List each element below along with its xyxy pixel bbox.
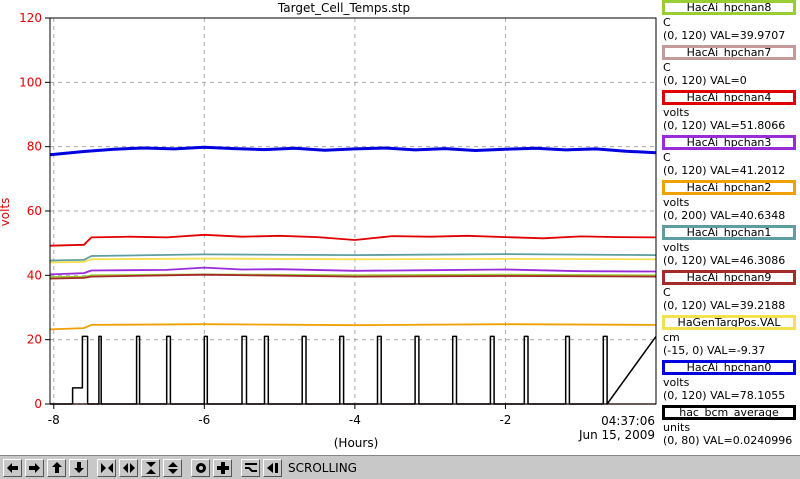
x-tick-label: -8 bbox=[48, 413, 60, 427]
y-tick-label: 100 bbox=[19, 75, 42, 89]
arrow-right-icon[interactable] bbox=[25, 458, 44, 477]
legend-unit: volts bbox=[663, 376, 690, 389]
legend-entry[interactable]: HacAi_hpchan7 C (0, 120) VAL=0 bbox=[660, 45, 800, 90]
legend-entry[interactable]: HacAi_hpchan0 volts (0, 120) VAL=78.1055 bbox=[660, 360, 800, 405]
legend-series-name[interactable]: HacAi_hpchan1 bbox=[662, 225, 796, 240]
zoom-out-x-icon[interactable] bbox=[119, 458, 138, 477]
legend-value: (0, 120) VAL=46.3086 bbox=[663, 254, 786, 267]
zoom-out-y-icon[interactable] bbox=[163, 458, 182, 477]
legend-series-name[interactable]: HacAi_hpchan4 bbox=[662, 90, 796, 105]
legend-unit: cm bbox=[663, 331, 680, 344]
series-line-hac-bcm-average bbox=[50, 335, 657, 405]
legend-value: (0, 80) VAL=0.0240996 bbox=[663, 434, 793, 447]
legend-series-name[interactable]: hac_bcm_average bbox=[662, 405, 796, 420]
legend-entry[interactable]: HacAi_hpchan4 volts (0, 120) VAL=51.8066 bbox=[660, 90, 800, 135]
y-tick-label: 60 bbox=[27, 204, 42, 218]
series-line-hacai-hpchan3 bbox=[49, 266, 657, 276]
y-tick-label: 120 bbox=[19, 11, 42, 25]
legend-entry[interactable]: HaGenTargPos.VAL cm (-15, 0) VAL=-9.37 bbox=[660, 315, 800, 360]
legend-value: (0, 120) VAL=39.9707 bbox=[663, 29, 786, 42]
scale-icon[interactable] bbox=[241, 458, 260, 477]
legend-unit: volts bbox=[663, 106, 690, 119]
toolbar: SCROLLING bbox=[0, 455, 800, 479]
legend-value: (0, 120) VAL=0 bbox=[663, 74, 747, 87]
series-layer bbox=[49, 145, 657, 405]
arrow-left-icon[interactable] bbox=[3, 458, 22, 477]
legend-entry[interactable]: HacAi_hpchan1 volts (0, 120) VAL=46.3086 bbox=[660, 225, 800, 270]
legend-series-name[interactable]: HacAi_hpchan7 bbox=[662, 45, 796, 60]
series-line-hacai-hpchan4 bbox=[49, 233, 657, 247]
legend-unit: C bbox=[663, 16, 671, 29]
chart-plot: Target_Cell_Temps.stp 0 20 40 60 80 100 120 -8 -… bbox=[0, 1, 657, 450]
legend-unit: volts bbox=[663, 196, 690, 209]
arrow-down-icon[interactable] bbox=[69, 458, 88, 477]
legend-series-name[interactable]: HaGenTargPos.VAL bbox=[662, 315, 796, 330]
legend: HacAi_hpchan8 C (0, 120) VAL=39.9707 HacAi_… bbox=[660, 0, 800, 455]
legend-unit: units bbox=[663, 421, 691, 434]
legend-value: (0, 120) VAL=51.8066 bbox=[663, 119, 786, 132]
axis-layer: 0 20 40 60 80 100 120 -8 -6 -4 -2 bbox=[19, 11, 657, 427]
series-line-hacai-hpchan1 bbox=[49, 253, 657, 262]
legend-value: (0, 120) VAL=39.2188 bbox=[663, 299, 786, 312]
y-tick-label: 20 bbox=[27, 333, 42, 347]
legend-unit: C bbox=[663, 286, 671, 299]
y-tick-label: 0 bbox=[34, 397, 42, 411]
y-tick-label: 40 bbox=[27, 268, 42, 282]
legend-value: (0, 200) VAL=40.6348 bbox=[663, 209, 786, 222]
series-line-hacai-hpchan9 bbox=[49, 273, 657, 280]
x-tick-label: -2 bbox=[499, 413, 511, 427]
x-tick-label: -6 bbox=[198, 413, 210, 427]
series-line-hagentargpos-val bbox=[49, 257, 657, 264]
legend-entry[interactable]: HacAi_hpchan2 volts (0, 200) VAL=40.6348 bbox=[660, 180, 800, 225]
legend-value: (-15, 0) VAL=-9.37 bbox=[663, 344, 766, 357]
series-line-hacai-hpchan0 bbox=[49, 145, 657, 157]
zoom-in-x-icon[interactable] bbox=[97, 458, 116, 477]
zoom-in-y-icon[interactable] bbox=[141, 458, 160, 477]
legend-series-name[interactable]: HacAi_hpchan8 bbox=[662, 0, 796, 15]
legend-series-name[interactable]: HacAi_hpchan9 bbox=[662, 270, 796, 285]
legend-series-name[interactable]: HacAi_hpchan2 bbox=[662, 180, 796, 195]
series-line-hacai-hpchan2 bbox=[49, 323, 657, 331]
legend-value: (0, 120) VAL=78.1055 bbox=[663, 389, 786, 402]
x-tick-label: -4 bbox=[349, 413, 361, 427]
legend-series-name[interactable]: HacAi_hpchan3 bbox=[662, 135, 796, 150]
legend-entry[interactable]: HacAi_hpchan9 C (0, 120) VAL=39.2188 bbox=[660, 270, 800, 315]
chart-title: Target_Cell_Temps.stp bbox=[277, 1, 410, 15]
record-icon[interactable] bbox=[191, 458, 210, 477]
time-label: 04:37:06 bbox=[601, 414, 655, 428]
add-icon[interactable] bbox=[213, 458, 232, 477]
legend-unit: volts bbox=[663, 241, 690, 254]
legend-unit: C bbox=[663, 151, 671, 164]
toolbar-status: SCROLLING bbox=[288, 460, 357, 475]
date-label: Jun 15, 2009 bbox=[578, 428, 655, 442]
legend-entry[interactable]: HacAi_hpchan3 C (0, 120) VAL=41.2012 bbox=[660, 135, 800, 180]
y-axis-label: volts bbox=[0, 198, 12, 227]
legend-entry[interactable]: hac_bcm_average units (0, 80) VAL=0.024099… bbox=[660, 405, 800, 450]
legend-value: (0, 120) VAL=41.2012 bbox=[663, 164, 786, 177]
jump-end-icon[interactable] bbox=[263, 458, 282, 477]
legend-series-name[interactable]: HacAi_hpchan0 bbox=[662, 360, 796, 375]
arrow-up-icon[interactable] bbox=[47, 458, 66, 477]
y-tick-label: 80 bbox=[27, 140, 42, 154]
legend-entry[interactable]: HacAi_hpchan8 C (0, 120) VAL=39.9707 bbox=[660, 0, 800, 45]
legend-unit: C bbox=[663, 61, 671, 74]
x-axis-label: (Hours) bbox=[334, 436, 379, 450]
